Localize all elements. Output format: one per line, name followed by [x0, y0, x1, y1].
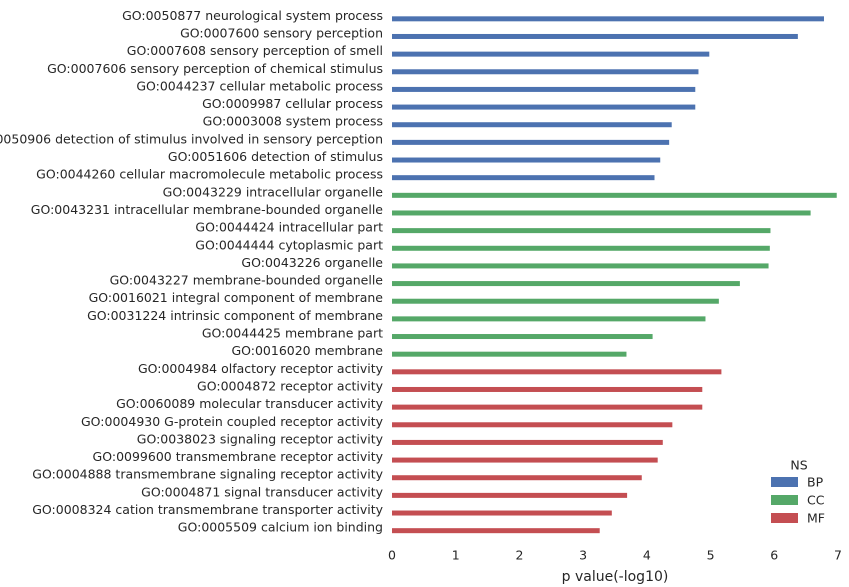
bar-bp [392, 139, 670, 145]
category-label: GO:0008324 cation transmembrane transpor… [32, 502, 383, 517]
x-tick-label: 1 [452, 548, 460, 563]
category-label: GO:0043231 intracellular membrane-bounde… [31, 202, 384, 217]
bar-bp [392, 69, 699, 75]
category-label: GO:0043229 intracellular organelle [163, 184, 384, 199]
bar-cc [392, 334, 653, 340]
bar-cc [392, 316, 706, 322]
category-label: GO:0003008 system process [203, 114, 383, 129]
category-label: GO:0004888 transmembrane signaling recep… [32, 467, 383, 482]
category-label: GO:0099600 transmembrane receptor activi… [93, 449, 384, 464]
category-label: GO:0043227 membrane-bounded organelle [110, 273, 384, 288]
bar-mf [392, 439, 663, 445]
legend-swatch-cc [771, 495, 798, 505]
bar-mf [392, 492, 628, 498]
category-label: GO:0004930 G-protein coupled receptor ac… [81, 414, 384, 429]
bar-bp [392, 33, 798, 39]
category-label: GO:0016020 membrane [231, 343, 383, 358]
legend-title: NS [790, 458, 807, 473]
bar-mf [392, 528, 600, 534]
bar-mf [392, 404, 703, 410]
bar-cc [392, 298, 719, 304]
category-label: GO:0031224 intrinsic component of membra… [87, 308, 383, 323]
category-label: GO:0044444 cytoplasmic part [195, 237, 383, 252]
category-label: GO:0004871 signal transducer activity [141, 484, 383, 499]
bar-cc [392, 245, 770, 251]
x-tick-label: 5 [707, 548, 715, 563]
category-label: GO:0009987 cellular process [202, 96, 383, 111]
category-label: GO:0043226 organelle [241, 255, 383, 270]
legend-swatch-mf [771, 513, 798, 523]
category-label: GO:0044237 cellular metabolic process [136, 78, 383, 93]
bar-cc [392, 228, 771, 234]
legend-swatch-bp [771, 477, 798, 487]
bar-cc [392, 351, 627, 357]
bar-mf [392, 369, 722, 375]
legend-label-cc: CC [807, 493, 825, 508]
category-label: GO:0007600 sensory perception [180, 25, 383, 40]
category-label: GO:0004872 receptor activity [197, 378, 384, 393]
bar-mf [392, 422, 673, 428]
category-label: GO:0060089 molecular transducer activity [116, 396, 384, 411]
x-axis-ticks-group: 0 1 2 3 4 5 6 7 [388, 548, 842, 563]
category-label: GO:0051606 detection of stimulus [168, 149, 383, 164]
category-label: GO:0044424 intracellular part [195, 220, 383, 235]
bar-mf [392, 510, 612, 516]
bars-group [392, 16, 837, 534]
bar-bp [392, 122, 672, 128]
bar-cc [392, 210, 811, 216]
x-axis-title: p value(-log10) [562, 569, 669, 585]
bar-cc [392, 263, 769, 269]
bar-cc [392, 281, 740, 287]
category-label: GO:0016021 integral component of membran… [89, 290, 384, 305]
bar-bp [392, 104, 696, 110]
category-label: GO:0050877 neurological system process [122, 8, 383, 23]
bar-bp [392, 157, 661, 163]
bar-cc [392, 192, 837, 198]
category-label: GO:0007606 sensory perception of chemica… [47, 61, 383, 76]
bar-bp [392, 86, 696, 92]
bar-mf [392, 475, 642, 481]
legend-label-mf: MF [807, 511, 825, 526]
category-labels-group: GO:0050877 neurological system process GO… [0, 8, 384, 535]
bar-bp [392, 16, 824, 22]
bar-mf [392, 457, 658, 463]
category-label: GO:0038023 signaling receptor activity [137, 431, 384, 446]
x-tick-label: 7 [834, 548, 842, 563]
category-label: GO:0050906 detection of stimulus involve… [0, 131, 383, 146]
x-tick-label: 0 [388, 548, 396, 563]
bar-bp [392, 175, 655, 181]
x-tick-label: 6 [770, 548, 778, 563]
legend-label-bp: BP [807, 475, 824, 490]
category-label: GO:0044260 cellular macromolecule metabo… [36, 167, 383, 182]
category-label: GO:0044425 membrane part [202, 326, 383, 341]
category-label: GO:0004984 olfactory receptor activity [138, 361, 384, 376]
x-tick-label: 2 [515, 548, 523, 563]
bar-mf [392, 386, 703, 392]
legend: NS BP CC MF [771, 458, 825, 526]
category-label: GO:0007608 sensory perception of smell [127, 43, 383, 58]
x-tick-label: 3 [579, 548, 587, 563]
bar-bp [392, 51, 710, 57]
category-label: GO:0005509 calcium ion binding [178, 520, 383, 535]
x-tick-label: 4 [643, 548, 651, 563]
